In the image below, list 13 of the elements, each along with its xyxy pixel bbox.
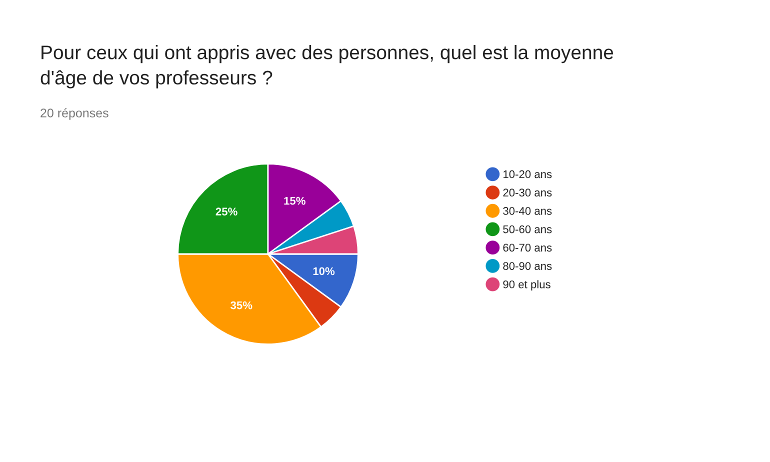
text: 20 réponses	[40, 108, 108, 120]
legend-label: 30-40 ans	[503, 207, 552, 215]
data-label: 10%	[313, 267, 335, 276]
legend-label: 90 et plus	[503, 280, 550, 291]
legend-label: 10-20 ans	[504, 170, 552, 178]
legend-label: 50-60 ans	[503, 225, 552, 234]
data-label: 35%	[230, 301, 252, 310]
legend-label: 20-30 ans	[503, 188, 552, 197]
chart-title: Pour ceux qui ont appris avec des personnes, quel est la moyenne d'âge de vos professeurs ?	[40, 45, 614, 88]
data-label: 15%	[284, 196, 306, 205]
data-label: 25%	[216, 208, 238, 216]
legend-label: 80-90 ans	[503, 262, 552, 270]
legend-label: 60-70 ans	[503, 244, 552, 252]
